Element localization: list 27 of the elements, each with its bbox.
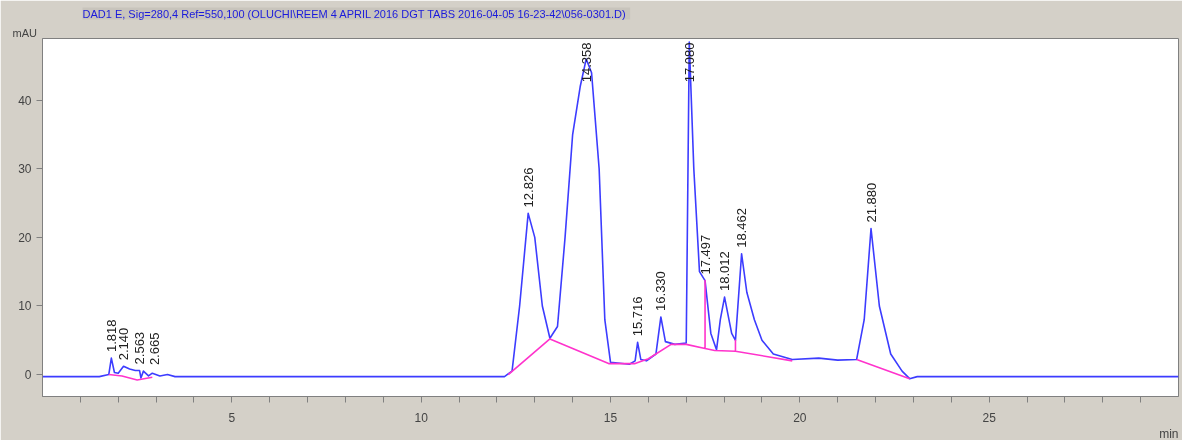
annotation: 1.818 [103,319,119,353]
y-axis-title: mAU [12,26,37,39]
y-tick-label: 40 [18,93,32,108]
x-tick-label: 10 [414,410,429,425]
annotation: 12.826 [520,167,536,208]
annotation: 18.462 [734,208,750,248]
x-axis-title: min [1159,426,1179,440]
x-tick-label: 20 [793,410,807,425]
annotation: 17.080 [681,42,697,83]
annotation: 21.880 [863,182,879,223]
chart-title: DAD1 E, Sig=280,4 Ref=550,100 (OLUCHI\REEM 4 APRIL 2016 DGT TABS 2016-04-05 16-23-42\056-0301.D) [82,7,626,20]
annotation: 18.012 [717,251,733,292]
y-tick-label: 10 [18,299,32,314]
x-tick-label: 25 [982,410,997,425]
x-tick-label: 5 [228,410,236,425]
annotation: 15.716 [630,296,646,337]
annotation: 2.140 [116,327,132,361]
line-series [42,41,1179,380]
x-tick-label: 15 [603,410,618,425]
y-tick-label: 0 [24,368,32,383]
annotation: 16.330 [653,271,669,311]
y-tick-label: 30 [18,162,32,177]
annotation: 2.665 [146,332,162,366]
annotation: 14.358 [578,42,594,83]
annotation: 2.563 [132,331,148,365]
y-tick-label: 20 [18,230,32,245]
annotation: 17.497 [697,234,713,275]
